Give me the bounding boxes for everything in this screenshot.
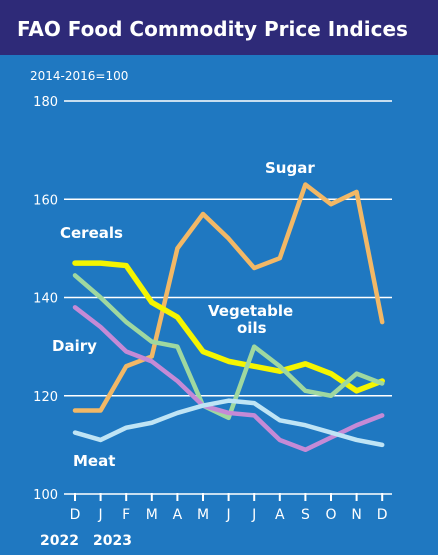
x-tick-label: J	[251, 507, 256, 523]
label-vegetable-oils-line2: oils	[237, 319, 267, 337]
y-tick-labels: 100 120 140 160 180	[33, 95, 58, 503]
x-tick-label: M	[146, 507, 158, 523]
x-tick-label: M	[197, 507, 209, 523]
year-label-2023: 2023	[93, 533, 132, 549]
x-tick-label: A	[275, 507, 285, 523]
chart-subtitle: 2014-2016=100	[30, 69, 128, 83]
label-vegetable-oils-line1: Vegetable	[208, 302, 293, 320]
y-tick-label: 100	[33, 488, 58, 503]
series-lines	[72, 182, 385, 453]
x-tick-label: J	[98, 507, 103, 523]
y-tick-label: 120	[33, 390, 58, 405]
series-line-meat	[72, 398, 385, 448]
x-tick-label: D	[70, 507, 81, 523]
x-tick-label: O	[325, 507, 336, 523]
y-tick-label: 160	[33, 193, 58, 208]
series-line-cereals	[72, 260, 385, 394]
x-tick-label: F	[122, 507, 130, 523]
x-tick-label: J	[226, 507, 231, 523]
label-cereals: Cereals	[60, 224, 123, 242]
x-tick-label: S	[301, 507, 310, 523]
x-tick-label: D	[377, 507, 388, 523]
y-tick-label: 140	[33, 292, 58, 307]
x-tick-label: A	[173, 507, 183, 523]
title-bar	[0, 0, 438, 55]
chart-title: FAO Food Commodity Price Indices	[17, 17, 408, 41]
series-line-vegetable-oils	[72, 273, 385, 421]
label-sugar: Sugar	[265, 159, 315, 177]
x-tick-label: N	[351, 507, 361, 523]
year-label-2022: 2022	[40, 533, 79, 549]
label-dairy: Dairy	[52, 337, 97, 355]
series-line-sugar	[72, 182, 385, 413]
series-line-dairy	[72, 305, 385, 453]
label-meat: Meat	[73, 452, 115, 470]
y-tick-label: 180	[33, 95, 58, 110]
